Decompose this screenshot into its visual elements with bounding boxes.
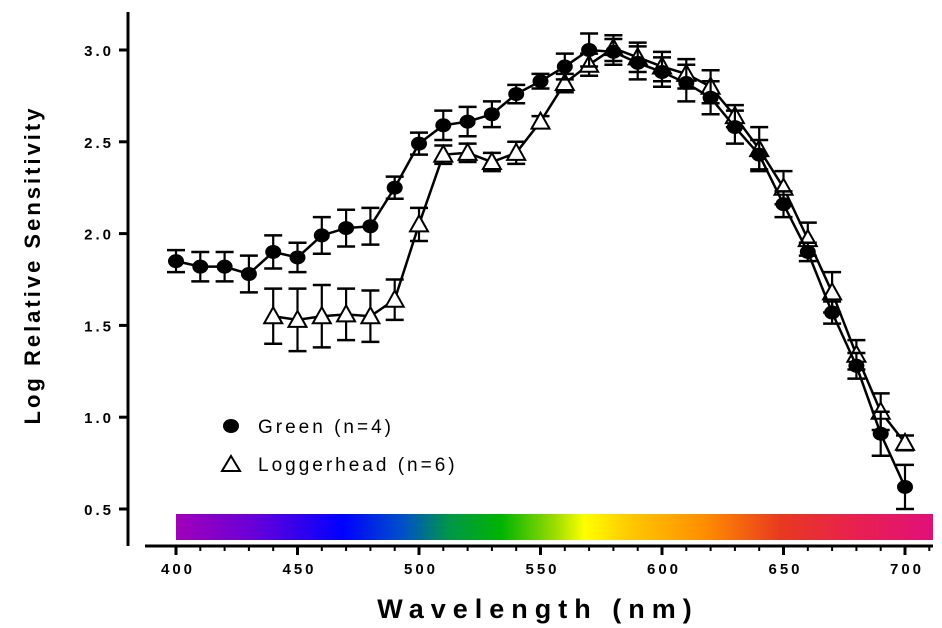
y-tick-label: 3.0 (84, 43, 114, 60)
green-marker (313, 228, 330, 243)
y-axis-ticks: 0.5 1.0 1.5 2.0 2.5 3.0 (84, 43, 128, 519)
green-marker (459, 114, 476, 129)
green-marker (775, 197, 792, 212)
legend-green-label: Green (n=4) (258, 417, 394, 438)
y-tick-label: 2.0 (84, 227, 114, 244)
x-tick-label: 400 (161, 561, 195, 578)
loggerhead-marker (481, 150, 503, 170)
green-marker (240, 266, 257, 281)
green-marker (751, 147, 768, 162)
loggerhead-marker (262, 305, 284, 325)
x-axis-ticks: 400 450 500 550 600 650 700 (161, 546, 931, 578)
legend-green-marker (223, 419, 239, 433)
loggerhead-marker (359, 305, 382, 325)
green-marker (265, 244, 282, 259)
loggerhead-marker (456, 141, 479, 161)
green-marker (338, 221, 355, 236)
green-marker (824, 305, 841, 320)
y-tick-label: 2.5 (84, 135, 114, 152)
green-marker (605, 44, 622, 59)
loggerhead-marker (335, 303, 357, 323)
green-marker (289, 250, 306, 265)
legend-loggerhead-marker (220, 454, 242, 472)
y-tick-label: 1.5 (84, 318, 114, 335)
green-marker (848, 358, 865, 373)
green-marker (654, 65, 670, 80)
loggerhead-marker (286, 308, 309, 328)
loggerhead-marker (408, 213, 430, 233)
x-axis-title: Wavelength (nm) (377, 594, 699, 624)
loggerhead-marker (894, 431, 916, 451)
x-tick-label: 650 (768, 561, 802, 578)
green-marker (629, 55, 646, 70)
green-marker (532, 74, 549, 89)
green-marker (483, 107, 500, 122)
legend-loggerhead-label: Loggerhead (n=6) (258, 455, 458, 476)
green-marker (362, 219, 379, 234)
y-tick-label: 0.5 (84, 502, 114, 519)
y-tick-label: 1.0 (84, 410, 114, 427)
green-marker (799, 244, 816, 259)
loggerhead-marker (505, 141, 527, 161)
x-tick-label: 550 (525, 561, 559, 578)
spectrum-bar (176, 514, 933, 540)
series-layer (167, 32, 916, 511)
x-tick-label: 500 (404, 561, 438, 578)
green-marker (411, 136, 427, 151)
loggerhead-marker (311, 305, 333, 325)
green-marker (897, 479, 913, 494)
green-marker (386, 180, 403, 195)
loggerhead-marker (554, 72, 576, 92)
green-marker (726, 120, 743, 135)
green-marker (508, 87, 525, 102)
series-green (167, 32, 914, 511)
loggerhead-marker (529, 110, 552, 130)
loggerhead-marker (821, 281, 843, 301)
green-marker (216, 259, 233, 274)
x-tick-label: 600 (647, 561, 681, 578)
y-axis-title: Log Relative Sensitivity (20, 106, 45, 425)
x-tick-label: 700 (890, 561, 924, 578)
green-marker (872, 426, 889, 441)
green-marker (581, 43, 598, 57)
legend: Green (n=4) Loggerhead (n=6) (220, 417, 458, 476)
green-marker (702, 90, 719, 105)
loggerhead-marker (383, 288, 406, 308)
green-marker (556, 59, 573, 74)
green-marker (192, 259, 209, 274)
green-marker (435, 118, 452, 133)
loggerhead-marker (432, 143, 455, 163)
green-marker (168, 254, 184, 269)
green-marker (678, 76, 695, 91)
x-tick-label: 450 (282, 561, 316, 578)
